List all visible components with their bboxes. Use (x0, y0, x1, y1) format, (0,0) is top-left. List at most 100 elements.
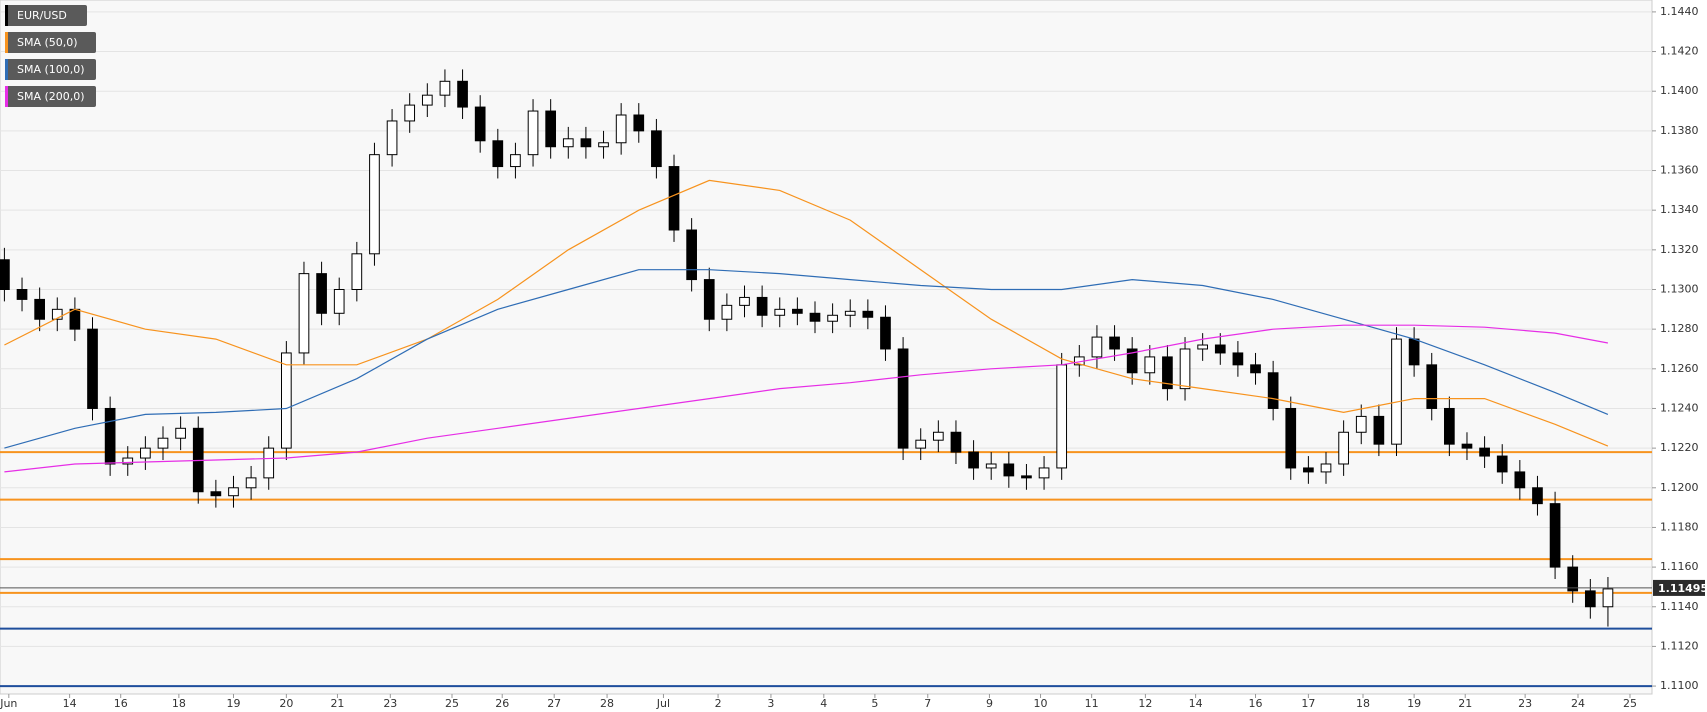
candle-body (968, 451, 979, 469)
x-tick-label: 27 (547, 697, 561, 710)
legend-box (5, 86, 96, 107)
legend-label: EUR/USD (17, 9, 67, 22)
x-tick-label: 10 (1034, 697, 1048, 710)
candle-body (1408, 338, 1420, 366)
candle-body (298, 273, 310, 354)
x-tick-label: Jun (0, 697, 17, 710)
x-tick-label: 12 (1138, 697, 1152, 710)
candle-body (668, 166, 680, 231)
y-tick-label: 1.1360 (1660, 164, 1699, 177)
y-tick-label: 1.1240 (1660, 401, 1699, 414)
x-tick-label: 17 (1301, 697, 1315, 710)
candle-body (633, 114, 645, 132)
candle-body (1444, 407, 1455, 445)
candle-body (756, 296, 768, 316)
x-tick-label: 5 (871, 697, 878, 710)
candle-body (880, 316, 891, 350)
legend-swatch (5, 59, 8, 80)
candle-body (1602, 588, 1614, 608)
candle-body (1285, 407, 1297, 469)
y-tick-label: 1.1120 (1660, 639, 1699, 652)
x-tick-label: 20 (279, 697, 293, 710)
candle-body (1162, 356, 1173, 390)
x-tick-label: Jul (656, 697, 670, 710)
candle-body (439, 80, 451, 96)
candle-body (932, 431, 944, 441)
y-tick-label: 1.1220 (1660, 441, 1699, 454)
legend-box (5, 32, 96, 53)
y-tick-label: 1.1420 (1660, 45, 1699, 58)
candle-body (615, 114, 627, 144)
legend-swatch (5, 5, 8, 26)
candle-body (1126, 348, 1138, 374)
candle-body (580, 138, 592, 148)
candle-body (739, 296, 750, 306)
candle-body (492, 140, 504, 168)
y-tick-label: 1.1260 (1660, 362, 1699, 375)
candle-body (1021, 475, 1032, 479)
candle-body (897, 348, 909, 449)
x-tick-label: 16 (1249, 697, 1263, 710)
candle-body (1426, 364, 1438, 409)
candle-body (915, 439, 927, 449)
x-tick-label: 11 (1085, 697, 1099, 710)
x-tick-label: 14 (63, 697, 77, 710)
x-tick-label: 18 (172, 697, 186, 710)
candle-body (1391, 338, 1402, 445)
candle-body (774, 308, 786, 316)
candle-body (1003, 463, 1015, 477)
candle-body (950, 431, 962, 453)
candle-body (1320, 463, 1332, 473)
x-tick-label: 25 (1623, 697, 1637, 710)
candle-body (1144, 356, 1156, 374)
candle-body (351, 253, 363, 290)
candle-body (844, 310, 856, 316)
x-tick-label: 4 (820, 697, 827, 710)
legend: EUR/USD SMA (50,0) SMA (100,0) SMA (200,0) (5, 5, 96, 107)
candle-body (1567, 566, 1579, 592)
candle-body (598, 142, 609, 148)
candle-body (527, 110, 539, 156)
y-tick-label: 1.1200 (1660, 481, 1699, 494)
candle-body (562, 138, 574, 148)
candle-body (51, 308, 63, 320)
x-tick-label: 18 (1356, 697, 1370, 710)
y-tick-label: 1.1400 (1660, 84, 1699, 97)
marks (0, 69, 1652, 688)
candle-body (1214, 344, 1226, 354)
candle-body (474, 106, 486, 142)
y-tick-label: 1.1160 (1660, 560, 1699, 573)
candle-body (1461, 443, 1473, 449)
y-tick-label: 1.1300 (1660, 282, 1699, 295)
legend-swatch (5, 32, 8, 53)
candle-body (34, 298, 45, 320)
x-tick-label: 9 (986, 697, 993, 710)
candle-body (333, 288, 345, 314)
x-tick-label: 23 (383, 697, 397, 710)
candle-body (827, 314, 838, 322)
last-price-box (1653, 579, 1705, 596)
candle-body (1091, 336, 1103, 358)
last-price-label: 1.11495 (1658, 582, 1707, 595)
candle-body (721, 304, 733, 320)
candle-body (175, 427, 186, 439)
legend-box (5, 5, 87, 26)
sma-line (4, 324, 1609, 473)
x-tick-label: 16 (114, 697, 128, 710)
candle-body (1514, 471, 1526, 489)
candle-body (421, 94, 433, 106)
x-tick-label: 23 (1518, 697, 1532, 710)
candle-body (263, 447, 275, 479)
candle-body (404, 104, 416, 122)
candle-body (686, 229, 697, 281)
x-tick-label: 2 (715, 697, 722, 710)
candle-body (386, 120, 398, 156)
x-tick-label: 24 (1571, 697, 1585, 710)
candle-body (1197, 344, 1209, 350)
candle-body (140, 447, 151, 459)
y-tick-label: 1.1100 (1660, 679, 1699, 692)
y-tick-label: 1.1440 (1660, 5, 1699, 18)
candle-body (228, 487, 239, 497)
candle-body (510, 154, 521, 168)
